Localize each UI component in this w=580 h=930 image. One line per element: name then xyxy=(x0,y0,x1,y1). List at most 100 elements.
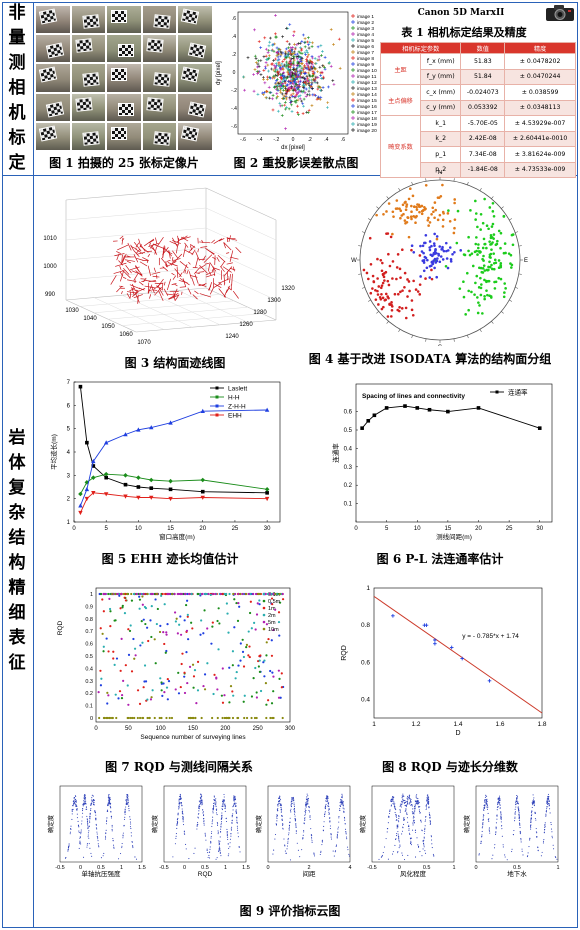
error-point xyxy=(313,79,317,83)
trace-line xyxy=(223,274,226,284)
cloud-drop xyxy=(307,795,309,797)
x-tick-label: 5 xyxy=(385,526,389,532)
error-point xyxy=(292,34,295,37)
cloud-drop xyxy=(214,803,216,805)
trace-line xyxy=(131,286,135,296)
data-point xyxy=(130,592,133,596)
legend-marker xyxy=(351,38,355,42)
data-point xyxy=(232,694,235,697)
x-tick-label: 0 xyxy=(398,865,401,871)
data-point xyxy=(108,597,111,600)
cloud-drop xyxy=(83,802,85,804)
error-point xyxy=(262,91,266,94)
error-point xyxy=(329,28,333,31)
error-point xyxy=(288,49,292,53)
pole-point xyxy=(436,257,439,260)
pole-point xyxy=(453,250,456,254)
pole-point xyxy=(410,204,413,208)
cloud-drop xyxy=(410,801,412,803)
cloud-drop xyxy=(177,814,179,816)
data-point xyxy=(267,699,270,702)
pole-point xyxy=(475,236,478,239)
cloud-drop xyxy=(75,799,77,801)
error-point xyxy=(332,43,335,46)
error-point xyxy=(262,68,266,72)
data-point xyxy=(123,432,128,437)
cloud-drop xyxy=(200,802,202,804)
data-point xyxy=(119,669,122,672)
trace-line xyxy=(129,284,141,290)
cloud-drop xyxy=(497,805,499,808)
pole-point xyxy=(433,244,436,247)
pole-point xyxy=(483,197,486,201)
data-point xyxy=(123,494,128,499)
pole-point xyxy=(499,262,503,265)
trace-line xyxy=(218,288,227,298)
cloud-drop xyxy=(305,798,307,800)
table-cell-precision: ± 4.53929e-007 xyxy=(504,115,576,132)
data-point xyxy=(228,666,231,669)
checkerboard xyxy=(153,130,171,146)
cloud-drop xyxy=(84,794,86,796)
cloud-drop xyxy=(129,826,131,828)
error-point xyxy=(293,84,297,88)
data-point xyxy=(179,592,182,596)
cloud-drop xyxy=(302,834,304,836)
cloud-drop xyxy=(77,824,80,826)
cloud-drop xyxy=(67,850,69,852)
cloud-drop xyxy=(208,851,210,853)
table-cell-param: p_1 xyxy=(419,146,462,163)
cloud-drop xyxy=(203,822,205,824)
pole-point xyxy=(467,235,470,239)
error-point xyxy=(296,87,300,91)
trace-line xyxy=(212,267,220,271)
error-point xyxy=(319,44,323,48)
data-point xyxy=(113,663,116,666)
cloud-drop xyxy=(210,832,213,835)
pole-point xyxy=(423,241,426,245)
cloud-drop xyxy=(275,824,278,826)
error-point xyxy=(304,81,308,85)
cloud-drop xyxy=(406,813,408,815)
cloud-drop xyxy=(233,795,235,797)
cloud-drop xyxy=(308,809,310,812)
trace-line xyxy=(166,261,177,268)
grid-line xyxy=(65,299,137,333)
error-point xyxy=(287,72,291,76)
cloud-drop xyxy=(526,856,528,858)
pole-point xyxy=(444,264,448,268)
error-point xyxy=(275,54,279,58)
cloud-drop xyxy=(409,837,411,839)
data-point xyxy=(237,664,240,667)
y-tick-label: 0.5 xyxy=(344,428,353,434)
cloud-drop xyxy=(413,815,415,817)
x-tick-label: 1070 xyxy=(137,340,151,346)
cloud-drop xyxy=(226,828,228,831)
cloud-drop xyxy=(504,854,506,856)
calibration-photo xyxy=(36,64,70,92)
cloud-drop xyxy=(514,808,516,810)
cloud-drop xyxy=(292,798,294,800)
cloud-drop xyxy=(544,822,546,824)
trace-line xyxy=(187,287,192,295)
cloud-drop xyxy=(288,834,290,836)
data-point xyxy=(211,621,214,624)
error-point xyxy=(304,71,307,75)
error-point xyxy=(266,63,270,67)
cloud-drop xyxy=(117,858,120,860)
pole-point xyxy=(475,274,479,278)
cloud-drop xyxy=(515,801,517,803)
cloud-drop xyxy=(336,837,338,839)
cloud-drop xyxy=(415,802,417,804)
cloud-drop xyxy=(501,835,503,837)
cloud-drop xyxy=(278,797,281,799)
cloud-drop xyxy=(398,817,400,820)
cloud-drop xyxy=(341,795,343,797)
error-point xyxy=(303,77,306,81)
pole-point xyxy=(446,266,450,270)
pole-point xyxy=(407,197,411,201)
trace-line xyxy=(199,264,206,269)
cloud-drop xyxy=(412,820,414,822)
legend-label: image 8 xyxy=(357,56,374,62)
